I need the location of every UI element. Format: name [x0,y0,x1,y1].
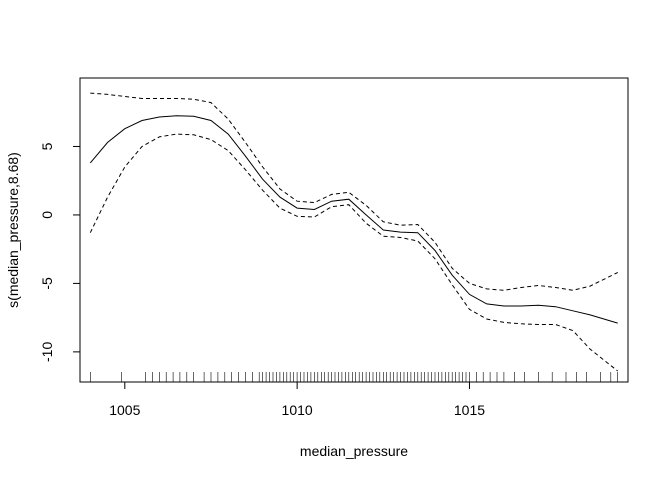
y-tick-label: -10 [39,342,55,362]
y-tick-label: -5 [39,277,55,290]
upper-ci-line [90,92,618,291]
smooth-estimate-line [89,115,618,324]
x-axis: 1005 1010 1015 [109,381,485,418]
lower-ci-line [89,133,619,372]
rug-group [90,372,619,382]
x-axis-label: median_pressure [300,443,408,459]
y-tick-label: 5 [39,142,55,150]
plot-frame [79,77,629,383]
y-tick-label: 0 [39,211,55,219]
y-axis-label: s(median_pressure,8.68) [5,152,21,308]
y-axis: -10 -5 0 5 [39,142,81,362]
curves-group [89,92,619,372]
x-tick-label: 1010 [282,402,313,418]
x-tick-label: 1005 [109,402,140,418]
x-tick-label: 1015 [454,402,485,418]
